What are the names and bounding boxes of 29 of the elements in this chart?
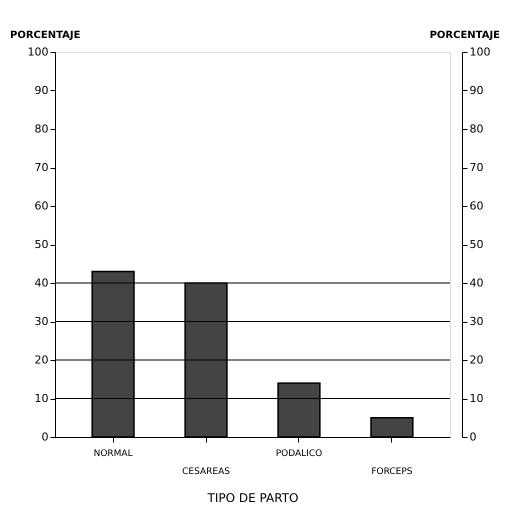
x-tick-label: CESAREAS [182, 467, 230, 477]
y-tick-label: 50 [34, 238, 48, 251]
x-tick-label: FORCEPS [371, 467, 413, 477]
y-tick-label: 0 [42, 430, 48, 444]
y-tick-label: 40 [34, 276, 48, 290]
y2-tick-label: 30 [470, 315, 484, 328]
x-tick-label: PODALICO [276, 449, 322, 459]
y2-tick-label: 10 [470, 392, 484, 405]
y2-tick-label: 100 [470, 46, 490, 58]
y2-tick-label: 0 [470, 430, 476, 444]
y2-tick-label: 40 [470, 276, 484, 290]
y-tick-label: 70 [34, 161, 48, 174]
y2-tick-label: 90 [470, 84, 484, 97]
y2-tick-label: 20 [470, 354, 484, 366]
y-tick-label: 10 [34, 392, 48, 405]
y-tick-label: 20 [34, 354, 48, 366]
y-tick-label: 80 [34, 122, 48, 136]
y-axis-title: PORCENTAJE [10, 30, 81, 41]
x-axis-title: TIPO DE PARTO [206, 491, 298, 505]
y-tick-label: 30 [34, 315, 48, 328]
y2-tick-label: 60 [470, 200, 484, 212]
y2-tick-label: 80 [470, 122, 484, 136]
y-tick-label: 100 [28, 46, 48, 58]
y-tick-label: 60 [34, 200, 48, 212]
y2-axis-title: PORCENTAJE [430, 30, 500, 41]
x-tick-label: NORMAL [94, 449, 133, 459]
y2-tick-label: 50 [470, 238, 484, 251]
y-tick-label: 90 [34, 84, 48, 97]
y2-tick-label: 70 [470, 161, 484, 174]
